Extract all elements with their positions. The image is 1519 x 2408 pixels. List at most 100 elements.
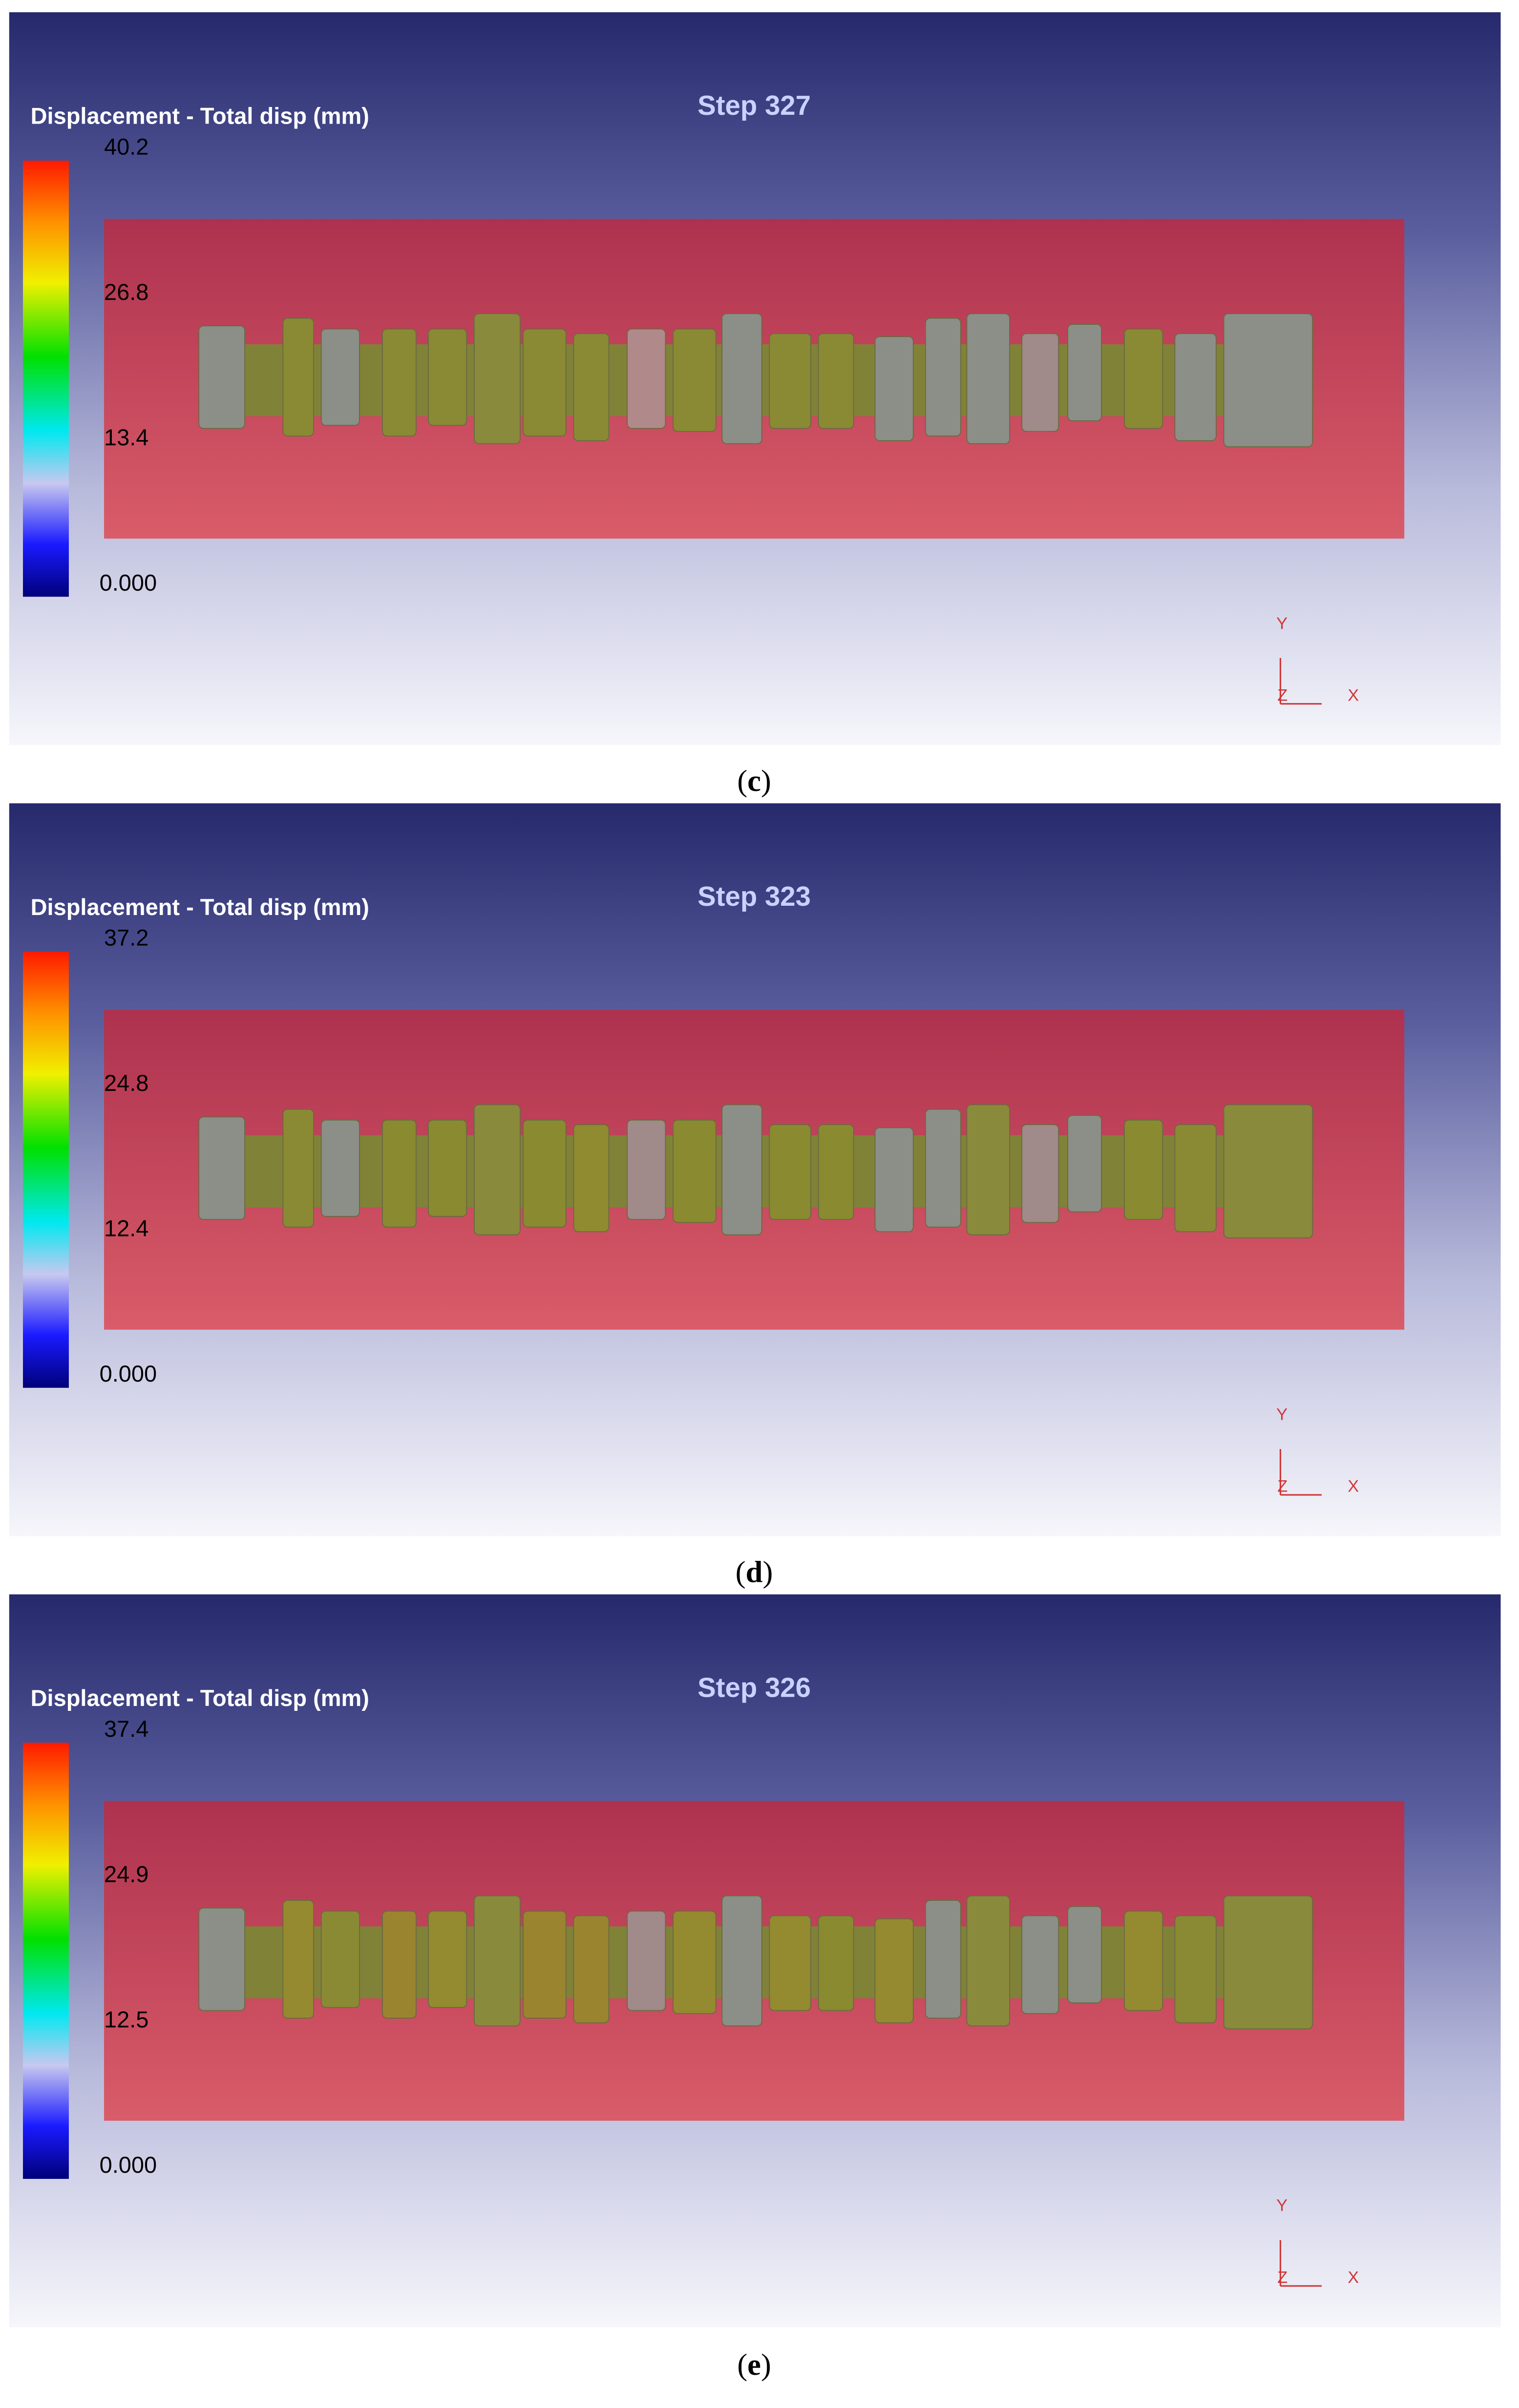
lobe <box>1174 1915 1217 2024</box>
lobe <box>627 1119 666 1220</box>
lobe <box>966 1895 1011 2026</box>
color-bar <box>22 952 69 1388</box>
lobe <box>1223 1895 1313 2029</box>
lobe <box>874 1127 914 1233</box>
axis-label: Y <box>1276 1405 1287 1424</box>
lobe <box>1067 1115 1102 1213</box>
panel-caption: (e) <box>737 2347 771 2382</box>
legend-tick-label: 24.9 <box>104 1861 148 1887</box>
lobe <box>925 1900 961 2019</box>
lobe <box>1223 1104 1313 1238</box>
result-panel: Displacement - Total disp (mm) Step 326 37… <box>9 1594 1501 2327</box>
legend-tick-label: 37.2 <box>104 925 148 951</box>
caption: (c) <box>737 764 771 798</box>
lobe <box>721 313 762 445</box>
lobe <box>473 1895 521 2026</box>
caption: (e) <box>737 2347 771 2382</box>
axis-label: Z <box>1277 1477 1287 1496</box>
legend-tick-label: 0.000 <box>100 2152 157 2177</box>
lobe <box>320 1910 360 2008</box>
caption-part: ) <box>761 2347 771 2382</box>
lobe <box>1124 328 1163 429</box>
lobe <box>673 1910 717 2014</box>
lobe <box>966 313 1011 445</box>
lobe <box>874 336 914 441</box>
step-label: Step 327 <box>697 90 811 121</box>
axis-label: X <box>1348 686 1359 704</box>
lobe <box>198 1116 246 1220</box>
panel-caption: (d) <box>736 1555 773 1589</box>
lobe <box>320 328 360 426</box>
legend-tick-label: 37.4 <box>104 1716 148 1742</box>
lobe <box>769 1124 811 1220</box>
caption: (d) <box>736 1555 773 1589</box>
legend-tick-label: 0.000 <box>100 570 157 596</box>
lobe <box>382 1119 417 1228</box>
lobe <box>1067 1906 1102 2003</box>
axis-label: Y <box>1276 2196 1287 2215</box>
lobe <box>925 1108 961 1228</box>
lobe <box>573 333 610 441</box>
caption-part: e <box>747 2347 761 2382</box>
lobe <box>523 1910 567 2019</box>
lobe <box>1174 1124 1217 1233</box>
legend-title: Displacement - Total disp (mm) <box>31 894 369 920</box>
axis-label: Z <box>1277 686 1287 704</box>
lobe <box>818 1915 854 2011</box>
lobe <box>382 328 417 437</box>
lobe <box>673 1119 717 1223</box>
lobe <box>428 328 467 426</box>
lobe <box>925 318 961 437</box>
legend-tick-label: 40.2 <box>104 133 148 159</box>
lobe <box>1124 1910 1163 2011</box>
lobe <box>673 328 717 432</box>
lobe <box>1067 324 1102 422</box>
caption-part: ) <box>761 764 771 798</box>
camshaft <box>198 1104 1313 1238</box>
step-label: Step 323 <box>697 881 811 912</box>
caption-part: d <box>746 1555 763 1589</box>
lobe <box>769 333 811 429</box>
legend-tick-label: 12.4 <box>104 1215 148 1241</box>
lobe <box>818 1124 854 1220</box>
lobe <box>198 1907 246 2011</box>
lobe <box>966 1104 1011 1236</box>
lobe <box>1223 313 1313 448</box>
result-panel: Displacement - Total disp (mm) Step 323 37… <box>9 803 1501 1536</box>
lobe <box>282 1900 314 2019</box>
lobe <box>818 333 854 429</box>
lobe <box>1021 333 1059 432</box>
lobe <box>282 1108 314 1228</box>
lobe <box>523 1119 567 1228</box>
lobe <box>721 1895 762 2026</box>
lobe <box>428 1119 467 1217</box>
lobe <box>473 1104 521 1236</box>
color-bar <box>22 160 69 597</box>
lobe <box>721 1104 762 1236</box>
lobe <box>282 318 314 437</box>
step-label: Step 326 <box>697 1672 811 1703</box>
lobe <box>523 328 567 437</box>
lobe <box>320 1119 360 1217</box>
axis-label: X <box>1348 2268 1359 2287</box>
lobe <box>1174 333 1217 441</box>
lobe <box>428 1910 467 2008</box>
result-panel: Displacement - Total disp (mm) Step 327 40… <box>9 12 1501 746</box>
lobe <box>1021 1915 1059 2014</box>
legend-title: Displacement - Total disp (mm) <box>31 1685 369 1711</box>
color-bar <box>22 1743 69 2179</box>
panel-caption: (c) <box>737 764 771 798</box>
lobe <box>198 325 246 429</box>
lobe <box>1124 1119 1163 1220</box>
axis-label: X <box>1348 1477 1359 1496</box>
legend-tick-label: 26.8 <box>104 279 148 305</box>
lobe <box>1021 1124 1059 1223</box>
lobe <box>627 328 666 429</box>
lobe <box>627 1910 666 2011</box>
camshaft <box>198 313 1313 448</box>
lobe <box>473 313 521 445</box>
legend-tick-label: 0.000 <box>100 1361 157 1386</box>
caption-part: ( <box>737 2347 747 2382</box>
axis-label: Y <box>1276 614 1287 633</box>
